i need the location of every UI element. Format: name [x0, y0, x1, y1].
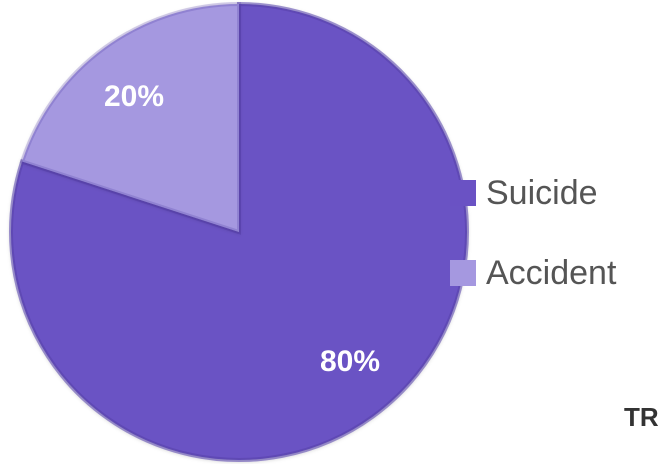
legend-swatch-accident: [450, 260, 476, 286]
pie-slices: [9, 1, 469, 462]
legend-item-suicide: Suicide: [450, 170, 663, 216]
footer-text-fragment: TR: [624, 402, 659, 432]
pie-slice-labels: 80% 20%: [104, 80, 380, 378]
pie-slice-suicide: [9, 1, 469, 462]
legend-swatch-suicide: [450, 180, 476, 206]
pie-label-suicide: 80%: [320, 345, 380, 378]
legend-item-accident: Accident: [450, 250, 663, 296]
chart-legend: Suicide Accident: [450, 170, 663, 330]
pie-label-accident: 20%: [104, 80, 164, 113]
legend-label-suicide: Suicide: [486, 173, 598, 212]
legend-label-accident: Accident: [486, 253, 617, 292]
pie-slice-accident: [19, 1, 241, 235]
